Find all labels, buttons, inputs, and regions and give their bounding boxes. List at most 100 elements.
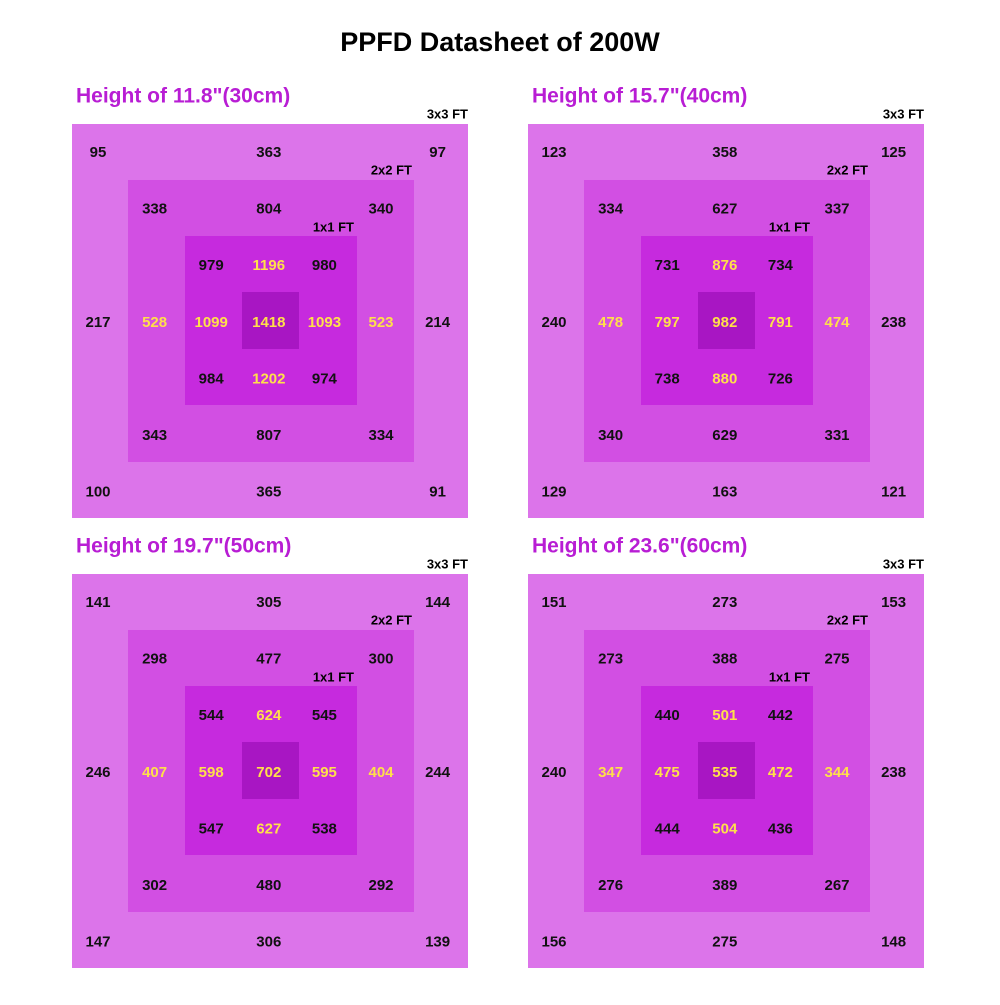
ppfd-value: 334 (598, 201, 624, 218)
ppfd-value: 300 (368, 651, 393, 668)
ppfd-value: 1418 (252, 314, 285, 331)
ppfd-value: 444 (655, 820, 681, 837)
ppfd-value: 238 (881, 314, 906, 331)
ppfd-value: 97 (429, 144, 446, 161)
ppfd-value: 334 (368, 427, 394, 444)
panel-title: Height of 11.8"(30cm) (76, 85, 290, 108)
ppfd-value: 472 (768, 764, 793, 781)
ppfd-value: 217 (85, 314, 110, 331)
zone-center (698, 292, 755, 349)
ppfd-value: 478 (598, 314, 623, 331)
ppfd-value: 731 (655, 257, 680, 274)
ppfd-value: 547 (199, 820, 224, 837)
ppfd-value: 100 (85, 484, 110, 501)
ppfd-value: 276 (598, 877, 623, 894)
ppfd-value: 275 (824, 651, 849, 668)
ppfd-value: 984 (199, 370, 225, 387)
ppfd-value: 244 (425, 764, 451, 781)
ppfd-value: 141 (85, 594, 110, 611)
ppfd-value: 340 (368, 201, 393, 218)
ppfd-value: 389 (712, 877, 737, 894)
ppfd-value: 343 (142, 427, 167, 444)
ppfd-value: 807 (256, 427, 281, 444)
ppfd-value: 477 (256, 651, 281, 668)
ppfd-value: 156 (541, 934, 566, 951)
ppfd-value: 544 (199, 707, 225, 724)
ppfd-value: 363 (256, 144, 281, 161)
ppfd-value: 340 (598, 427, 623, 444)
ppfd-value: 538 (312, 820, 337, 837)
zone-center (242, 292, 299, 349)
ppfd-value: 982 (712, 314, 737, 331)
ppfd-value: 365 (256, 484, 281, 501)
panel-title: Height of 23.6"(60cm) (532, 535, 747, 558)
ppfd-value: 358 (712, 144, 737, 161)
ppfd-value: 302 (142, 877, 167, 894)
page-title: PPFD Datasheet of 200W (340, 27, 660, 57)
ppfd-value: 535 (712, 764, 737, 781)
zone-label: 2x2 FT (827, 612, 868, 627)
zone-label: 1x1 FT (313, 219, 354, 234)
ppfd-value: 629 (712, 427, 737, 444)
zone-center (242, 742, 299, 799)
ppfd-value: 475 (655, 764, 680, 781)
ppfd-value: 474 (824, 314, 850, 331)
ppfd-value: 273 (598, 651, 623, 668)
ppfd-value: 147 (85, 934, 110, 951)
ppfd-value: 275 (712, 934, 737, 951)
panel-title: Height of 19.7"(50cm) (76, 535, 291, 558)
ppfd-value: 238 (881, 764, 906, 781)
ppfd-value: 528 (142, 314, 167, 331)
ppfd-value: 804 (256, 201, 282, 218)
ppfd-value: 980 (312, 257, 337, 274)
zone-label: 3x3 FT (883, 556, 924, 571)
zone-label: 2x2 FT (827, 162, 868, 177)
ppfd-value: 214 (425, 314, 451, 331)
ppfd-value: 151 (541, 594, 566, 611)
ppfd-value: 1202 (252, 370, 285, 387)
ppfd-value: 436 (768, 820, 793, 837)
zone-label: 1x1 FT (769, 219, 810, 234)
ppfd-value: 144 (425, 594, 451, 611)
ppfd-value: 480 (256, 877, 281, 894)
ppfd-value: 292 (368, 877, 393, 894)
ppfd-value: 595 (312, 764, 337, 781)
ppfd-value: 123 (541, 144, 566, 161)
ppfd-value: 598 (199, 764, 224, 781)
ppfd-value: 523 (368, 314, 393, 331)
panel-title: Height of 15.7"(40cm) (532, 85, 747, 108)
zone-label: 3x3 FT (883, 106, 924, 121)
ppfd-value: 240 (541, 314, 566, 331)
ppfd-value: 305 (256, 594, 281, 611)
ppfd-value: 1196 (253, 257, 286, 274)
ppfd-value: 504 (712, 820, 738, 837)
ppfd-value: 979 (199, 257, 224, 274)
ppfd-value: 880 (712, 370, 737, 387)
zone-label: 2x2 FT (371, 162, 412, 177)
ppfd-value: 95 (90, 144, 107, 161)
ppfd-value: 702 (256, 764, 281, 781)
ppfd-value: 306 (256, 934, 281, 951)
ppfd-value: 148 (881, 934, 906, 951)
ppfd-value: 627 (712, 201, 737, 218)
ppfd-value: 388 (712, 651, 737, 668)
ppfd-value: 734 (768, 257, 794, 274)
ppfd-value: 974 (312, 370, 338, 387)
ppfd-value: 501 (712, 707, 737, 724)
ppfd-value: 726 (768, 370, 793, 387)
ppfd-value: 347 (598, 764, 623, 781)
zone-label: 1x1 FT (313, 669, 354, 684)
ppfd-value: 273 (712, 594, 737, 611)
ppfd-value: 139 (425, 934, 450, 951)
ppfd-value: 246 (85, 764, 110, 781)
zone-label: 3x3 FT (427, 556, 468, 571)
ppfd-value: 121 (881, 484, 906, 501)
ppfd-value: 267 (824, 877, 849, 894)
zone-label: 1x1 FT (769, 669, 810, 684)
ppfd-value: 442 (768, 707, 793, 724)
ppfd-value: 545 (312, 707, 337, 724)
ppfd-value: 1099 (195, 314, 228, 331)
zone-center (698, 742, 755, 799)
ppfd-value: 125 (881, 144, 906, 161)
